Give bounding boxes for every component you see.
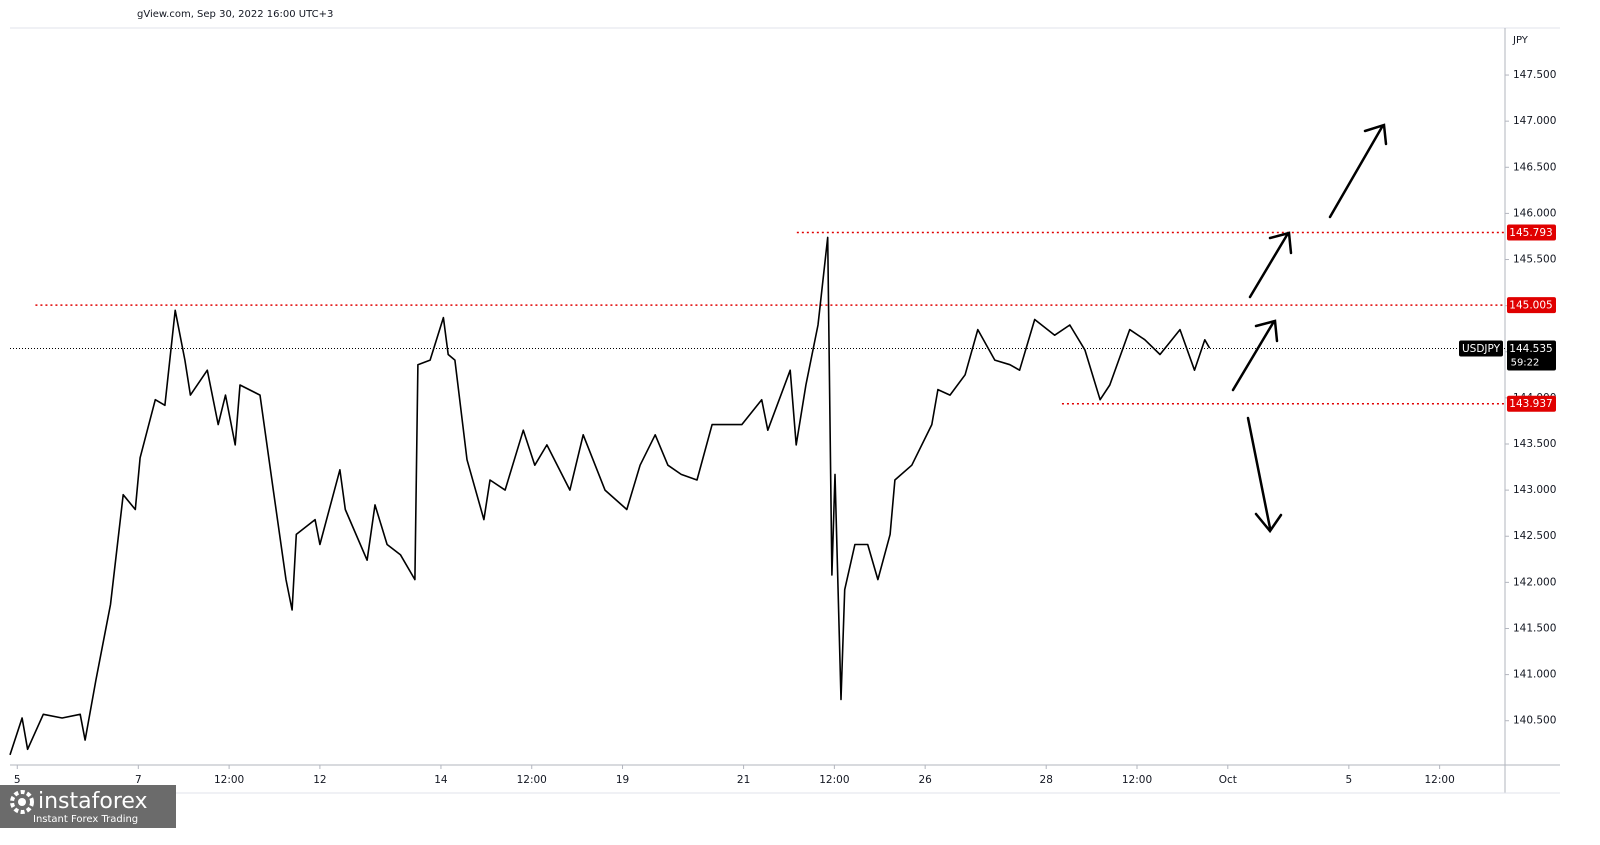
symbol-label: USDJPY [1462,343,1501,355]
level-label: 143.937 [1509,398,1552,410]
logo-name: instaforex [38,789,148,814]
x-tick-label: 21 [737,774,750,786]
x-tick-label: Oct [1219,774,1237,786]
arrow [1246,416,1272,530]
price-line [9,236,1211,756]
y-tick-label: 140.500 [1513,715,1556,727]
y-tick-label: 146.000 [1513,207,1556,219]
x-tick-label: 12:00 [1122,774,1152,786]
y-tick-label: 142.500 [1513,530,1556,542]
x-tick-label: 19 [616,774,629,786]
arrow [1248,233,1289,299]
x-tick-label: 7 [135,774,142,786]
logo-box [0,785,176,828]
y-tick-label: 142.000 [1513,576,1556,588]
currency-label: JPY [1512,35,1529,46]
logo: instaforex Instant Forex Trading [0,785,176,828]
arrow [1231,321,1275,392]
scenario-arrows [1231,123,1388,534]
x-tick-label: 12:00 [517,774,547,786]
last-price-box [1507,340,1556,371]
y-tick-label: 141.000 [1513,669,1556,681]
x-tick-label: 12:00 [1424,774,1454,786]
x-tick-label: 5 [1345,774,1352,786]
x-tick-label: 5 [14,774,21,786]
arrow-head [1254,512,1283,534]
level-label-box [1507,297,1556,314]
y-tick-label: 146.500 [1513,161,1556,173]
level-label-box [1507,395,1556,412]
x-tick-label: 28 [1040,774,1053,786]
x-tick-label: 12:00 [819,774,849,786]
level-label-box [1507,224,1556,241]
logo-icon-core [18,798,26,806]
arrow-head [1363,123,1388,146]
y-tick-label: 145.500 [1513,254,1556,266]
x-tick-label: 26 [918,774,932,786]
logo-tagline: Instant Forex Trading [33,814,138,825]
y-tick-label: 147.500 [1513,69,1556,81]
countdown-label: 59:22 [1511,358,1540,369]
y-tick-label: 143.000 [1513,484,1556,496]
y-tick-label: 141.500 [1513,622,1556,634]
y-tick-label: 147.000 [1513,115,1556,127]
x-tick-label: 12:00 [214,774,244,786]
plot-area [9,231,1505,756]
arrow-head [1268,231,1293,255]
x-tick-label: 12 [313,774,326,786]
last-price-label: 144.535 [1509,343,1552,355]
level-label: 145.793 [1509,227,1552,239]
x-tick-label: 14 [434,774,448,786]
symbol-box [1459,340,1503,357]
arrow-head [1254,319,1279,343]
header: gView.com, Sep 30, 2022 16:00 UTC+3 [137,9,333,20]
level-label: 145.005 [1509,300,1552,312]
arrow [1328,125,1384,219]
logo-icon [10,790,34,814]
y-tick-label: 143.500 [1513,438,1556,450]
